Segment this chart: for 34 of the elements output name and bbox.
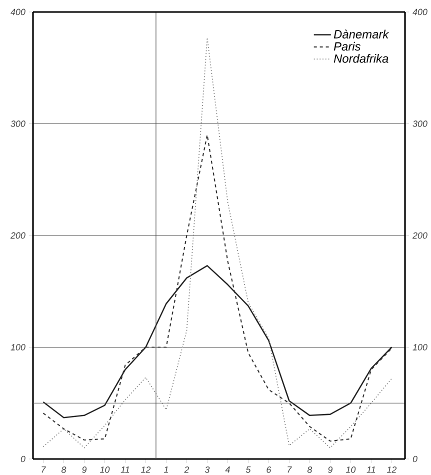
x-tick-label: 5	[246, 466, 251, 473]
x-tick-label: 9	[328, 466, 332, 473]
x-tick-label: 6	[266, 466, 272, 473]
y2-tick-label: 100	[412, 344, 428, 350]
y-tick-label: 0	[20, 456, 26, 462]
line-series	[42, 134, 392, 442]
y-tick-label: 100	[10, 344, 26, 350]
x-tick-label: 9	[82, 466, 87, 473]
x-tick-label: 7	[288, 466, 292, 473]
x-tick-label: 11	[120, 466, 130, 473]
x-tick-label: 2	[184, 466, 190, 473]
x-tick-label: 11	[366, 466, 376, 473]
y2-tick-label: 400	[412, 8, 428, 16]
y2-tick-label: 300	[412, 120, 428, 127]
x-tick-label: 7	[42, 466, 46, 473]
line-series	[42, 265, 392, 418]
x-tick-label: 8	[307, 466, 312, 473]
x-tick-label: 10	[346, 466, 356, 473]
legend-label: Dànemark	[334, 30, 390, 38]
x-tick-label: 1	[164, 466, 168, 473]
legend-label: Nordafrika	[334, 54, 388, 63]
x-tick-label: 12	[140, 466, 151, 473]
y-tick-label: 200	[10, 232, 26, 239]
x-tick-label: 12	[386, 466, 397, 473]
y-tick-label: 300	[10, 120, 26, 127]
x-tick-label: 4	[225, 466, 230, 473]
x-tick-label: 10	[100, 466, 110, 473]
x-tick-label: 8	[61, 466, 66, 473]
y-tick-label: 400	[10, 8, 26, 16]
y2-tick-label: 0	[412, 456, 418, 462]
line-series	[42, 37, 392, 448]
x-tick-label: 3	[204, 466, 210, 473]
legend-label: Paris	[334, 42, 361, 51]
y2-tick-label: 200	[412, 232, 428, 239]
